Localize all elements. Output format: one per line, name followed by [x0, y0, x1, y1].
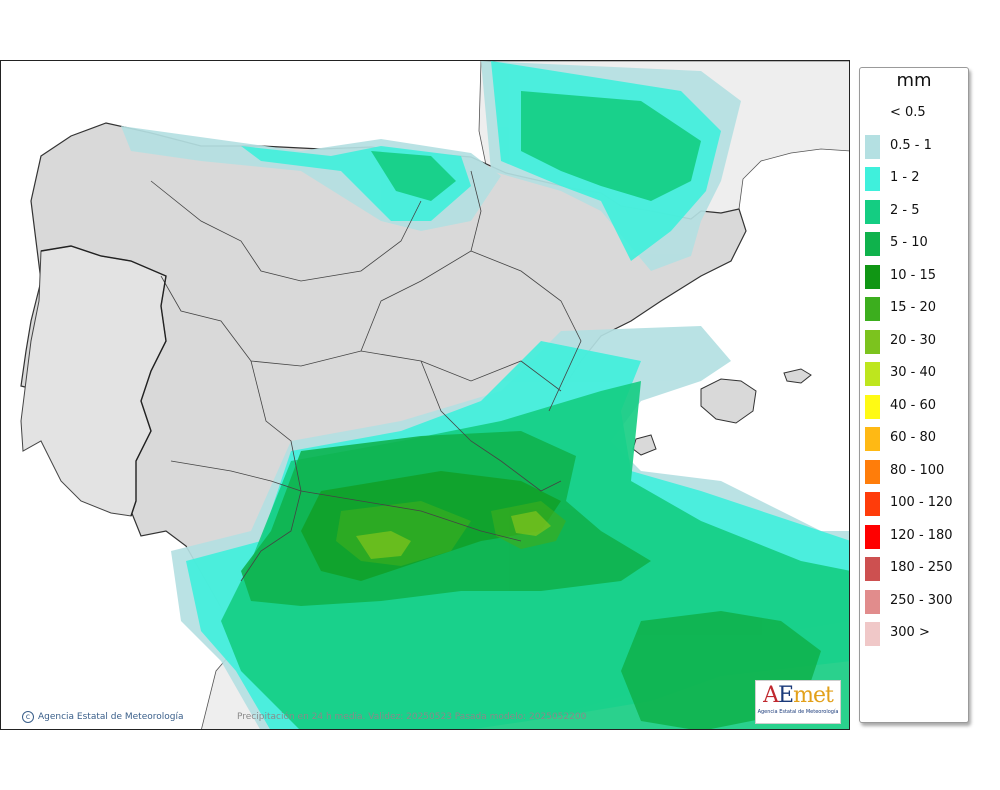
- legend-entry: 100 - 120: [860, 492, 968, 520]
- legend-swatch: [865, 264, 880, 289]
- legend-label: 120 - 180: [890, 527, 953, 543]
- legend-swatch: [865, 329, 880, 354]
- precip-20-30: [356, 511, 551, 559]
- legend-swatch: [865, 459, 880, 484]
- legend-swatch: [865, 589, 880, 614]
- legend-label: 80 - 100: [890, 462, 945, 478]
- legend-entry: 120 - 180: [860, 524, 968, 553]
- legend-swatch: [865, 134, 880, 159]
- legend-label: 40 - 60: [890, 397, 937, 413]
- legend-entry: 60 - 80: [860, 427, 968, 455]
- legend-entry: 80 - 100: [860, 459, 968, 488]
- legend-label: 15 - 20: [890, 300, 937, 315]
- mallorca-land: [700, 378, 757, 424]
- legend-entry: 1 - 2: [860, 167, 968, 195]
- legend-swatch: [865, 524, 880, 549]
- legend-entry: 10 - 15: [860, 264, 968, 293]
- legend-swatch: [865, 297, 880, 321]
- validity-text: Precipitación en 24 h media. Validez: 20…: [237, 712, 587, 722]
- legend-entry: < 0.5: [860, 102, 968, 130]
- portugal-spain-border: [40, 245, 167, 517]
- legend-swatch: [865, 622, 880, 646]
- legend-entry: 250 - 300: [860, 589, 968, 618]
- legend-entry: 2 - 5: [860, 199, 968, 228]
- aemet-logo-text: AEmet: [763, 683, 834, 708]
- legend-swatch: [865, 492, 880, 516]
- menorca-land: [783, 368, 812, 384]
- legend-label: 0.5 - 1: [890, 137, 932, 153]
- legend-label: 20 - 30: [890, 332, 937, 348]
- legend-label: 250 - 300: [890, 592, 953, 608]
- legend-label: 10 - 15: [890, 267, 937, 283]
- legend-panel: mm < 0.5 0.5 - 1 1 - 2 2 - 5 5 - 10 10 - 15 15…: [859, 67, 969, 723]
- legend-swatch: [865, 427, 880, 451]
- credit-text: Agencia Estatal de Meteorología: [38, 712, 184, 722]
- legend-entry: 30 - 40: [860, 362, 968, 390]
- legend-title: mm: [896, 70, 932, 91]
- legend-label: 2 - 5: [890, 202, 920, 218]
- legend-entry: 0.5 - 1: [860, 134, 968, 163]
- legend-entry: 5 - 10: [860, 232, 968, 260]
- legend-swatch: [865, 199, 880, 224]
- legend-label: < 0.5: [890, 105, 926, 120]
- aemet-logo: AEmet Agencia Estatal de Meteorología: [755, 680, 841, 724]
- region-borders: [150, 170, 582, 582]
- legend-label: 100 - 120: [890, 495, 953, 510]
- legend-swatch: [865, 394, 880, 419]
- legend-label: 300 >: [890, 625, 930, 640]
- legend-entry: 180 - 250: [860, 557, 968, 585]
- legend-entry: 300 >: [860, 622, 968, 650]
- legend-label: 180 - 250: [890, 560, 953, 575]
- credit: c Agencia Estatal de Meteorología: [22, 711, 184, 723]
- precipitation-map: [0, 60, 850, 730]
- copyright-icon: c: [22, 711, 34, 723]
- legend-entry: 20 - 30: [860, 329, 968, 358]
- legend-swatch: [865, 167, 880, 191]
- aemet-logo-subtitle: Agencia Estatal de Meteorología: [757, 709, 839, 715]
- legend-swatch: [865, 557, 880, 581]
- legend-swatch: [865, 232, 880, 256]
- legend-label: 30 - 40: [890, 365, 937, 380]
- legend-swatch: [865, 362, 880, 386]
- legend-label: 60 - 80: [890, 430, 937, 445]
- legend-entry: 15 - 20: [860, 297, 968, 325]
- legend-label: 5 - 10: [890, 235, 928, 250]
- map-canvas: [1, 61, 849, 729]
- legend-label: 1 - 2: [890, 170, 920, 185]
- legend-entry: 40 - 60: [860, 394, 968, 423]
